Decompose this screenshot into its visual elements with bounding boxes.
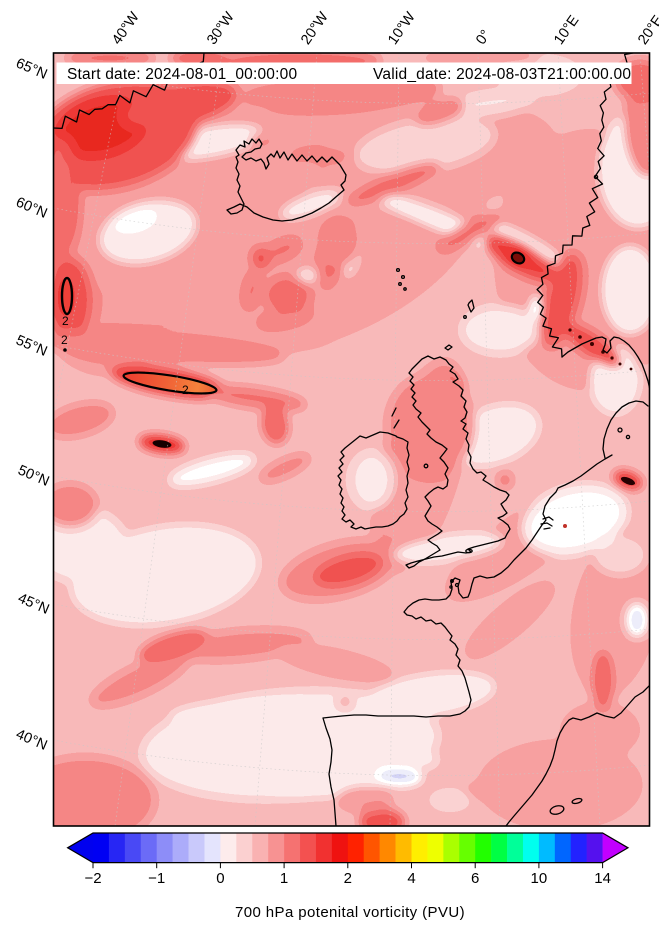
svg-text:40°W: 40°W: [109, 9, 143, 48]
svg-text:700 hPa potenital vorticity (P: 700 hPa potenital vorticity (PVU): [235, 904, 465, 921]
svg-text:55°N: 55°N: [13, 332, 49, 359]
svg-text:30°W: 30°W: [204, 9, 238, 48]
svg-text:−1: −1: [148, 870, 165, 887]
svg-text:0: 0: [216, 870, 224, 887]
svg-text:1: 1: [280, 870, 288, 887]
svg-text:4: 4: [407, 870, 415, 887]
svg-text:Start date: 2024-08-01_00:00:0: Start date: 2024-08-01_00:00:00: [67, 66, 297, 83]
svg-text:60°N: 60°N: [13, 194, 49, 221]
svg-text:40°N: 40°N: [13, 726, 49, 753]
svg-text:14: 14: [594, 870, 611, 887]
svg-text:65°N: 65°N: [13, 55, 49, 82]
svg-text:10°E: 10°E: [551, 12, 582, 47]
svg-text:2: 2: [61, 333, 68, 347]
svg-text:20°E: 20°E: [635, 12, 659, 47]
svg-text:Valid_date: 2024-08-03T21:00:0: Valid_date: 2024-08-03T21:00:00.00: [373, 66, 631, 83]
svg-text:2: 2: [62, 314, 69, 328]
svg-text:0°: 0°: [473, 27, 494, 48]
svg-text:45°N: 45°N: [15, 590, 51, 617]
svg-text:2: 2: [344, 870, 352, 887]
svg-text:50°N: 50°N: [15, 462, 51, 489]
svg-text:2: 2: [182, 383, 189, 397]
svg-text:10: 10: [531, 870, 548, 887]
svg-text:−2: −2: [84, 870, 101, 887]
svg-text:10°W: 10°W: [385, 9, 419, 48]
svg-text:6: 6: [471, 870, 479, 887]
svg-text:20°W: 20°W: [298, 9, 332, 48]
